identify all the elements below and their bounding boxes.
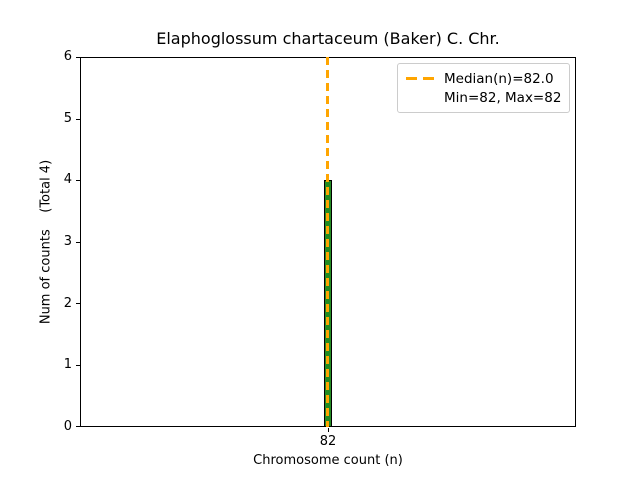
chart-title: Elaphoglossum chartaceum (Baker) C. Chr. [156, 29, 500, 48]
y-tick-label: 6 [63, 49, 72, 64]
x-tick-mark [328, 428, 329, 432]
legend-item-median: Median(n)=82.0 [406, 69, 561, 88]
y-tick-mark [76, 303, 80, 304]
legend-label-median: Median(n)=82.0 [444, 70, 554, 87]
y-tick-label: 5 [63, 111, 72, 126]
legend-item-minmax: Min=82, Max=82 [406, 88, 561, 107]
legend: Median(n)=82.0 Min=82, Max=82 [397, 63, 570, 113]
y-tick-mark [76, 426, 80, 427]
y-tick-mark [76, 57, 80, 58]
legend-label-minmax: Min=82, Max=82 [444, 89, 562, 106]
y-tick-label: 1 [63, 357, 72, 372]
y-tick-label: 0 [63, 419, 72, 434]
x-tick-label: 82 [319, 434, 337, 449]
x-axis-label: Chromosome count (n) [253, 453, 403, 468]
median-line [326, 57, 329, 427]
y-tick-mark [76, 180, 80, 181]
median-dashed-line-icon [406, 77, 434, 80]
y-tick-label: 4 [63, 172, 72, 187]
y-tick-mark [76, 119, 80, 120]
y-tick-mark [76, 242, 80, 243]
y-tick-mark [76, 365, 80, 366]
y-tick-label: 3 [63, 234, 72, 249]
y-tick-label: 2 [63, 296, 72, 311]
